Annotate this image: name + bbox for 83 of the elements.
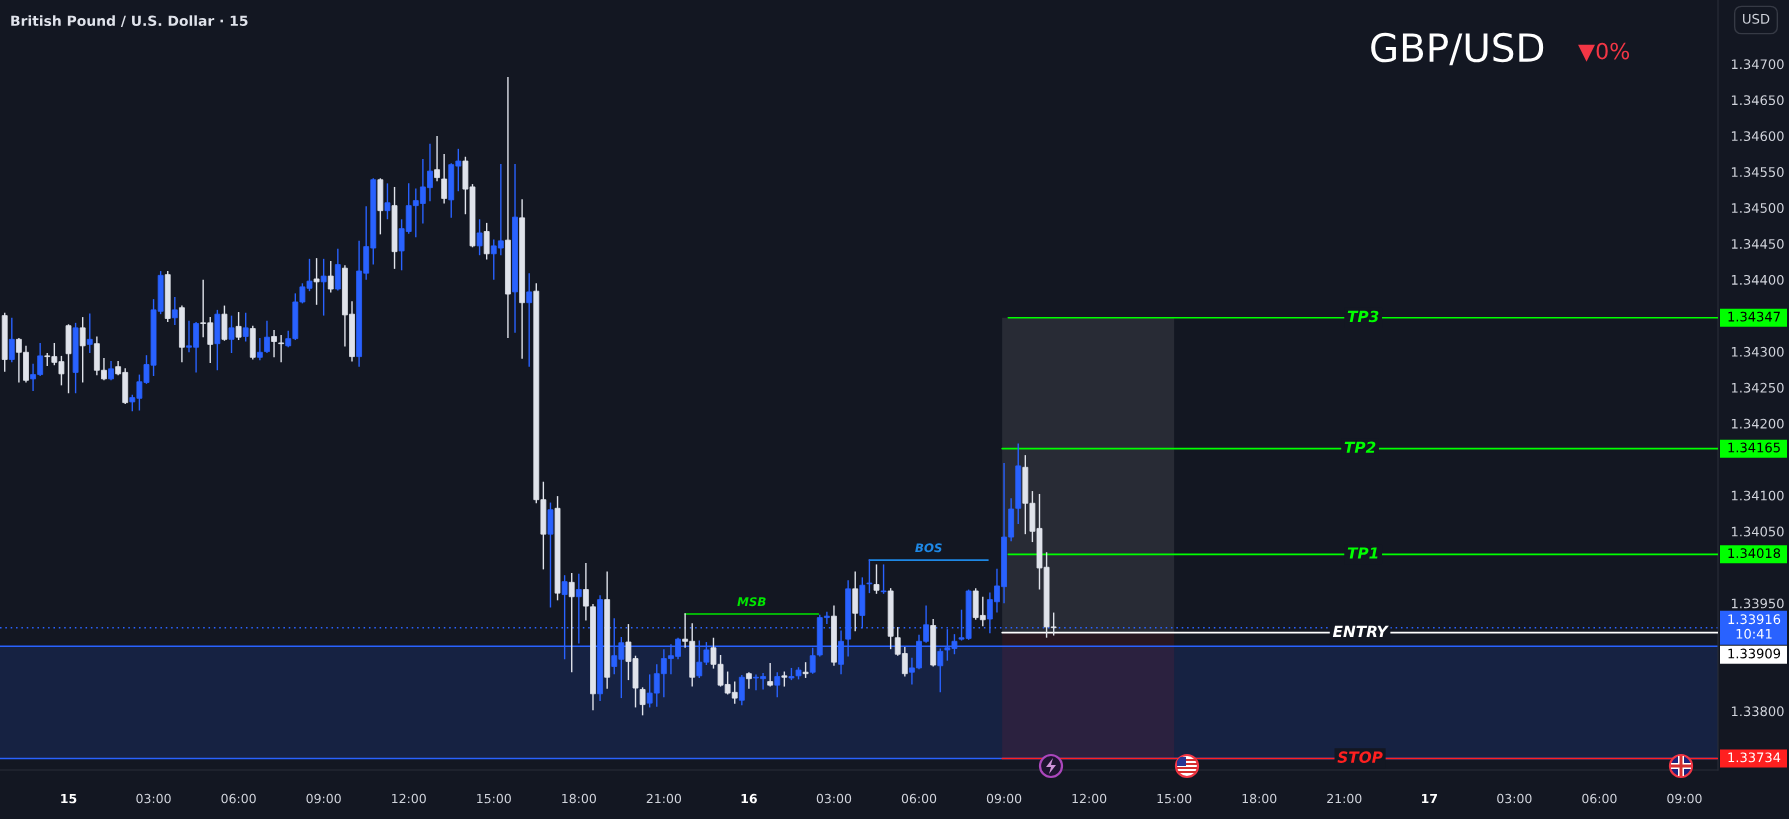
candlestick [327,261,334,293]
y-tick-label: 1.34400 [1731,274,1784,285]
candlestick [320,258,327,316]
candlestick [880,564,887,594]
data-label: 1.33909 [1728,648,1781,659]
candlestick [746,672,752,689]
y-tick-label: 1.34550 [1731,167,1784,177]
y-tick-label: 1.34050 [1731,526,1784,537]
candlestick [526,273,533,367]
candlestick [384,183,391,220]
y-tick-label: 1.34600 [1731,131,1784,142]
x-tick-label: 06:00 [1582,793,1617,804]
x-tick-label: 15:00 [477,793,511,804]
text: 10:41 [1736,628,1772,639]
candlestick [271,330,277,358]
candlestick [313,258,320,305]
data-label: 1.34165 [1728,442,1780,453]
data-label: 1.33734 [1728,752,1781,763]
x-tick-label: 15 [61,794,77,804]
candlestick [639,687,646,716]
x-tick-label: 21:00 [646,793,682,804]
series-label: ENTRY [1332,625,1389,637]
candlestick [278,335,285,363]
series-label: TP1 [1347,547,1378,559]
x-tick-label: 03:00 [136,793,171,804]
x-tick-label: 18:00 [562,793,596,804]
candlestick [79,317,86,383]
candlestick [866,559,873,594]
candlestick [767,662,774,687]
series-label: TP2 [1344,441,1376,453]
series-label: TP3 [1347,310,1379,323]
annotation: GBP/USD [1371,32,1544,66]
candlestick [434,135,440,182]
series-label: STOP [1337,751,1383,763]
candlestick [441,153,448,204]
y-tick-label: 1.34200 [1731,418,1784,429]
x-tick-label: 03:00 [1497,793,1532,804]
y-axis-title: USD [1743,13,1770,24]
y-tick-label: 1.34650 [1731,95,1784,106]
y-tick-label: 1.34450 [1731,239,1784,249]
x-tick-label: 17 [1422,794,1438,804]
x-tick-label: 12:00 [392,793,426,804]
x-tick-label: 18:00 [1242,793,1277,804]
data-label: 1.34018 [1728,548,1781,559]
y-tick-label: 1.33950 [1731,598,1784,609]
candlestick [568,573,575,673]
x-tick-label: 06:00 [221,793,256,804]
candlestick [738,675,745,706]
candlestick [873,564,880,594]
y-tick-label: 1.34100 [1731,490,1784,501]
series-label: BOS [915,543,942,553]
x-tick-label: 09:00 [306,793,341,804]
candlestick [264,320,270,353]
y-tick-label: 1.34700 [1731,59,1784,70]
annotation: ▼0% [1578,42,1630,62]
x-tick-label: 03:00 [816,793,852,804]
data-label: 1.34347 [1728,311,1780,322]
x-tick-label: 16 [741,793,757,804]
ref-line-label: 1.33916 [1728,614,1781,625]
candlestick [242,312,249,342]
y-tick-label: 1.34300 [1731,346,1784,357]
x-tick-label: 09:00 [986,793,1022,804]
candlestick [483,222,490,260]
x-tick-label: 21:00 [1327,793,1362,804]
x-tick-label: 15:00 [1157,793,1192,804]
x-tick-label: 12:00 [1072,793,1107,804]
x-tick-label: 06:00 [901,793,937,804]
candlestick [171,296,178,325]
candlestick [256,337,263,361]
candlestick [774,672,781,698]
candlestick [937,648,944,693]
y-tick-label: 1.34500 [1731,203,1784,213]
x-tick-label: 09:00 [1667,793,1702,804]
candlestick [235,312,242,341]
candlestick [575,573,582,644]
series-label: MSB [737,597,766,607]
candlestick [86,313,93,353]
y-tick-label: 1.33800 [1731,706,1784,717]
candlestick [8,317,15,363]
candlestick [476,219,483,256]
text: British Pound / U.S. Dollar · 15 [11,15,248,28]
y-tick-label: 1.34250 [1731,382,1784,393]
candlestick [228,315,235,353]
